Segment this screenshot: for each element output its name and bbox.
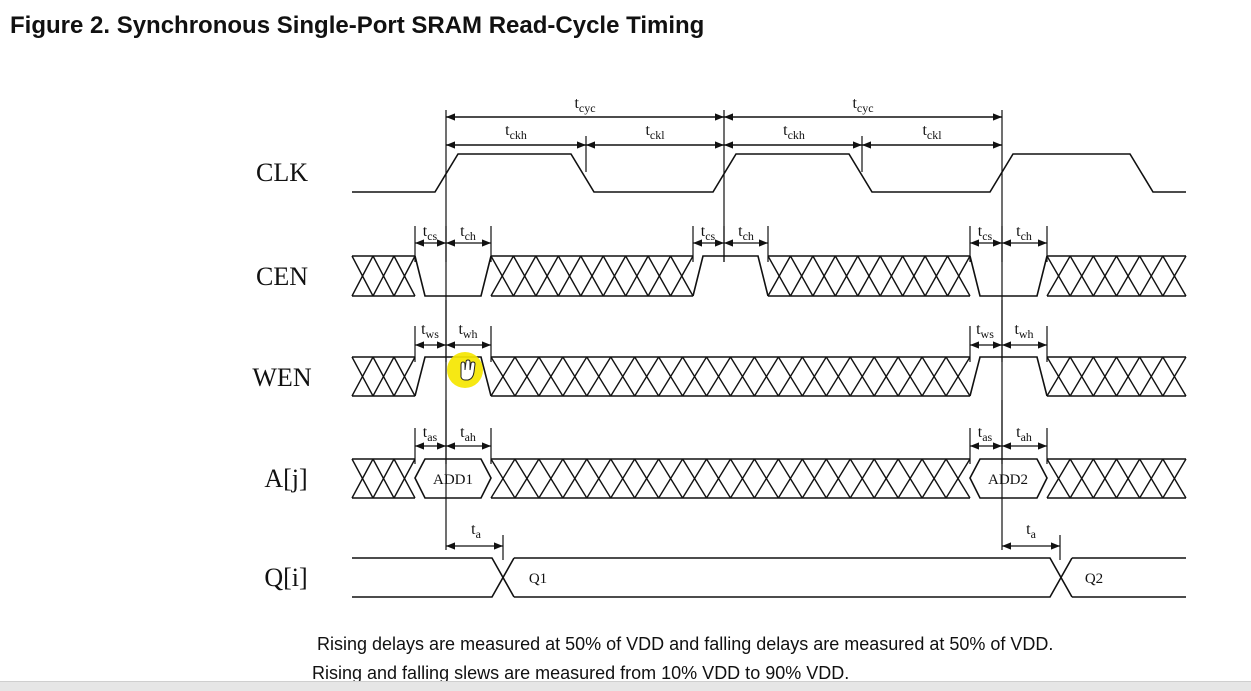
wen-dontcare-3 (1046, 356, 1187, 397)
label-cen_hold-1: tch (460, 223, 476, 243)
label-ta-1: ta (471, 521, 481, 541)
addr-dontcare-3 (1046, 458, 1187, 499)
signal-label-cen: CEN (256, 262, 308, 291)
label-tcyc-2: tcyc (852, 95, 873, 115)
timing-labels: tcyc tcyc tckh tckl tckh tckl tcs tch tcs tch tcs t… (421, 95, 1036, 541)
label-addr_hold-3: tah (1016, 424, 1032, 444)
label-addr_setup-0: tas (423, 424, 438, 444)
label-cen_hold-3: tch (738, 223, 754, 243)
clk-waveform (352, 153, 1186, 193)
label-tckh-2: tckh (783, 122, 805, 142)
signal-label-wen: WEN (252, 363, 311, 392)
addr-add2 (969, 458, 1048, 499)
signal-label-addr: A[j] (264, 464, 307, 493)
label-wen_hold-3: twh (1014, 321, 1033, 341)
label-wen_hold-1: twh (458, 321, 477, 341)
cen-dontcare-2 (490, 255, 694, 297)
label-tckh-1: tckh (505, 122, 527, 142)
figure-title: Figure 2. Synchronous Single-Port SRAM R… (10, 12, 705, 39)
note-slews: Rising and falling slews are measured fr… (312, 663, 850, 683)
addr-dontcare-1 (351, 458, 416, 499)
label-tckl-1: tckl (645, 122, 665, 142)
addr-add1 (414, 458, 492, 499)
wen-dontcare-2 (490, 356, 971, 397)
label-ta-2: ta (1026, 521, 1036, 541)
signal-label-clk: CLK (256, 158, 308, 187)
cen-dontcare-1 (351, 255, 416, 297)
wen-high-2 (969, 356, 1048, 397)
cen-high (692, 255, 769, 297)
viewer-bottom-bar (0, 681, 1251, 691)
addr-dontcare-2 (490, 458, 971, 499)
cen-low-2 (969, 255, 1048, 297)
q-transition-1 (352, 557, 515, 598)
label-cen_setup-4: tcs (978, 223, 993, 243)
cen-dontcare-4 (1046, 255, 1187, 297)
hand-cursor-icon (447, 352, 483, 388)
label-tcyc-1: tcyc (574, 95, 595, 115)
label-cen_setup-2: tcs (701, 223, 716, 243)
clock-edge-lines (445, 110, 1003, 550)
waveforms (351, 255, 1187, 598)
label-wen_setup-0: tws (421, 321, 439, 341)
bus-value-add2: ADD2 (988, 472, 1028, 488)
label-wen_setup-2: tws (976, 321, 994, 341)
label-tckl-2: tckl (922, 122, 942, 142)
setup-hold-arrows (414, 226, 1061, 560)
q-data-q1 (514, 557, 1073, 598)
label-addr_setup-2: tas (978, 424, 993, 444)
label-cen_hold-5: tch (1016, 223, 1032, 243)
note-rising-falling-delays: Rising delays are measured at 50% of VDD… (317, 634, 1054, 654)
q-data-q2 (1072, 557, 1186, 598)
cen-low-1 (414, 255, 492, 297)
cen-dontcare-3 (767, 255, 971, 297)
label-addr_hold-1: tah (460, 424, 476, 444)
wen-dontcare-1 (351, 356, 416, 397)
label-cen_setup-0: tcs (423, 223, 438, 243)
bus-value-q1: Q1 (529, 571, 547, 587)
bus-value-add1: ADD1 (433, 472, 473, 488)
bus-value-q2: Q2 (1085, 571, 1103, 587)
signal-label-q: Q[i] (264, 563, 307, 592)
